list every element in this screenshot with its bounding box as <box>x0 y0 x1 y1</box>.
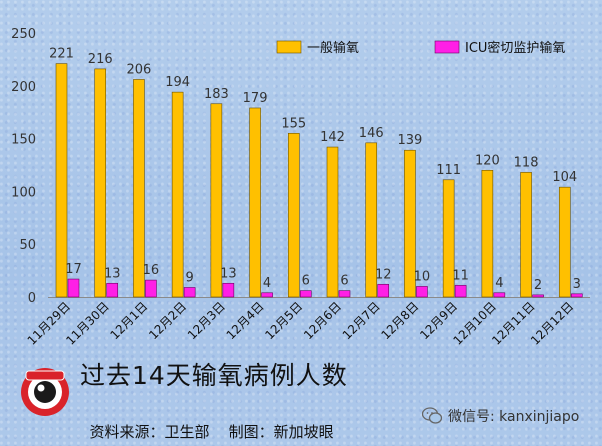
bar-icu-oxygen <box>145 279 157 298</box>
x-tick-label: 12月7日 <box>340 299 383 342</box>
legend-label: ICU密切监护输氧 <box>465 40 565 56</box>
bar-value-label: 206 <box>127 62 152 77</box>
x-tick-label: 12月2日 <box>146 299 189 342</box>
bar-value-label: 104 <box>552 170 577 185</box>
bar-value-label: 3 <box>573 277 581 292</box>
x-tick-label: 12月5日 <box>262 299 305 342</box>
bar-general-oxygen <box>404 149 416 298</box>
eye-logo-icon <box>20 367 70 417</box>
bar-value-label: 17 <box>65 262 82 277</box>
y-tick-label: 0 <box>28 291 36 306</box>
chart-title: 过去14天输氧病例人数 <box>80 361 348 390</box>
wechat-icon <box>422 407 442 424</box>
bar-value-label: 10 <box>414 269 431 284</box>
bar-general-oxygen <box>365 142 378 298</box>
maker-label: 制图：新加坡眼 <box>228 423 334 441</box>
x-tick-label: 11月30日 <box>63 299 111 347</box>
bar-icu-oxygen <box>338 290 351 298</box>
bar-icu-oxygen <box>183 287 196 298</box>
bar-value-label: 16 <box>143 263 160 278</box>
bar-general-oxygen <box>520 172 532 298</box>
bar-icu-oxygen <box>377 284 390 298</box>
bar-general-oxygen <box>133 79 145 298</box>
bar-general-oxygen <box>94 68 107 298</box>
y-tick-label: 250 <box>11 27 36 42</box>
bar-value-label: 4 <box>263 276 271 291</box>
bar-value-label: 142 <box>320 130 345 145</box>
bar-value-label: 12 <box>375 267 392 282</box>
y-tick-label: 50 <box>19 238 36 253</box>
bar-icu-oxygen <box>416 286 428 298</box>
bar-value-label: 118 <box>514 155 539 170</box>
bar-icu-oxygen <box>493 292 506 298</box>
x-tick-label: 12月8日 <box>378 299 421 342</box>
bar-value-label: 120 <box>475 153 500 168</box>
bar-general-oxygen <box>210 103 223 298</box>
x-tick-label: 12月12日 <box>528 299 576 347</box>
wechat-label: 微信号: kanxinjiapo <box>448 409 580 425</box>
bar-value-label: 146 <box>359 126 384 141</box>
bar-value-label: 139 <box>398 133 423 148</box>
x-tick-label: 12月6日 <box>301 299 344 342</box>
bar-general-oxygen <box>249 107 261 298</box>
bar-icu-oxygen <box>454 285 467 298</box>
x-tick-label: 12月4日 <box>224 299 267 342</box>
bar-value-label: 6 <box>340 274 348 289</box>
bar-value-label: 179 <box>243 91 268 106</box>
y-tick-label: 100 <box>11 185 36 200</box>
bar-value-label: 13 <box>104 266 121 281</box>
bar-general-oxygen <box>558 186 571 298</box>
bar-icu-oxygen <box>106 282 119 298</box>
bar-value-label: 111 <box>436 163 461 178</box>
bar-general-oxygen <box>55 63 68 298</box>
bar-value-label: 2 <box>534 278 542 293</box>
bar-icu-oxygen <box>222 282 235 298</box>
bar-general-oxygen <box>481 169 494 298</box>
y-tick-label: 200 <box>11 80 36 95</box>
source-label: 资料来源：卫生部 <box>89 423 210 441</box>
bar-value-label: 194 <box>165 75 190 90</box>
legend-label: 一般输氧 <box>307 40 359 56</box>
bar-icu-oxygen <box>570 293 583 298</box>
bar-value-label: 183 <box>204 87 229 102</box>
bar-value-label: 13 <box>220 266 237 281</box>
bar-general-oxygen <box>326 146 339 298</box>
bar-icu-oxygen <box>299 290 312 298</box>
bar-general-oxygen <box>171 91 184 298</box>
wechat-id: 微信号: kanxinjiapo <box>422 406 579 426</box>
bar-value-label: 9 <box>186 270 194 285</box>
x-tick-label: 12月1日 <box>107 299 150 342</box>
bar-value-label: 155 <box>281 116 306 131</box>
legend-swatch <box>276 40 302 54</box>
bar-icu-oxygen <box>67 278 80 298</box>
bar-value-label: 11 <box>452 268 469 283</box>
bar-value-label: 4 <box>495 276 503 291</box>
legend-swatch <box>434 40 460 54</box>
bar-general-oxygen <box>287 133 300 298</box>
bar-value-label: 216 <box>88 52 113 67</box>
bar-value-label: 221 <box>49 47 74 62</box>
bar-value-label: 6 <box>302 274 310 289</box>
bar-general-oxygen <box>442 179 455 298</box>
bar-icu-oxygen <box>532 294 544 298</box>
y-tick-label: 150 <box>11 133 36 148</box>
x-tick-label: 12月3日 <box>185 299 228 342</box>
bar-icu-oxygen <box>261 292 273 298</box>
